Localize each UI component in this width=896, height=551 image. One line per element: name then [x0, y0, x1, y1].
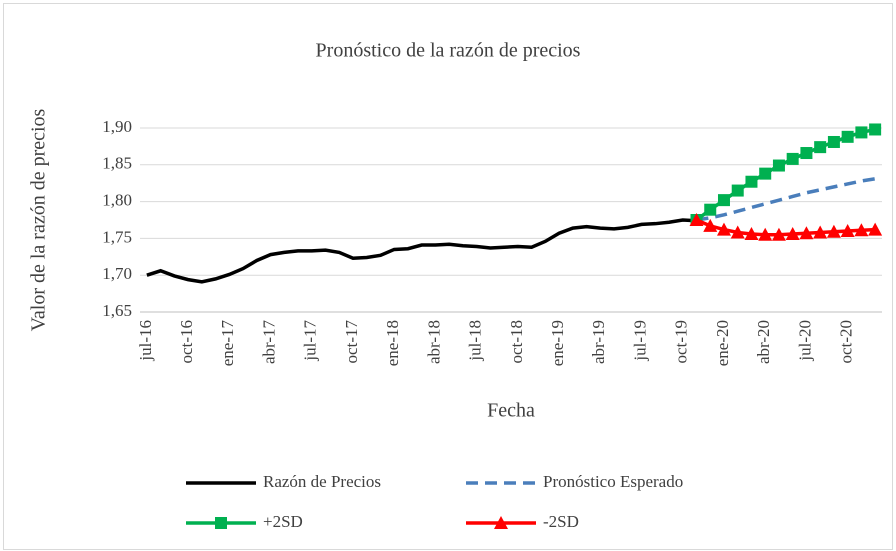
- data-point: [730, 225, 745, 239]
- y-tick-label: 1,75: [102, 227, 132, 246]
- chart-title: Pronóstico de la razón de precios: [316, 40, 581, 62]
- data-point: [716, 222, 731, 236]
- x-tick-label: oct-18: [507, 320, 526, 363]
- legend-marker: [215, 517, 227, 529]
- data-point: [689, 213, 704, 226]
- data-point: [771, 227, 786, 241]
- data-point: [813, 225, 828, 239]
- data-point: [786, 152, 799, 165]
- x-tick-label: jul-20: [795, 320, 814, 362]
- data-point: [814, 141, 827, 154]
- data-point: [799, 226, 814, 240]
- x-tick-label: oct-17: [342, 320, 361, 364]
- x-tick-label: oct-16: [177, 320, 196, 363]
- legend-label: -2SD: [543, 512, 579, 531]
- data-point: [744, 226, 759, 240]
- x-tick-label: abr-19: [589, 320, 608, 364]
- legend-marker: [494, 516, 508, 529]
- legend-label: Pronóstico Esperado: [543, 472, 683, 491]
- data-point: [759, 167, 772, 180]
- data-point: [758, 227, 773, 241]
- data-point: [840, 224, 855, 238]
- y-axis-label: Valor de la razón de precios: [28, 108, 50, 331]
- x-tick-label: ene-19: [548, 320, 567, 366]
- series-line: [696, 177, 876, 222]
- x-tick-label: oct-19: [672, 320, 691, 363]
- data-point: [703, 218, 718, 232]
- legend-label: Razón de Precios: [263, 472, 381, 491]
- legend-label: +2SD: [263, 512, 303, 531]
- x-tick-label: ene-17: [218, 320, 237, 367]
- data-point: [704, 203, 717, 216]
- x-tick-label: ene-18: [383, 320, 402, 366]
- y-tick-label: 1,90: [102, 117, 132, 136]
- data-point: [868, 222, 883, 236]
- x-tick-label: oct-20: [837, 320, 856, 363]
- data-point: [785, 226, 800, 240]
- y-tick-label: 1,80: [102, 191, 132, 210]
- data-point: [745, 175, 758, 188]
- chart-frame: [3, 3, 893, 550]
- data-point: [841, 130, 854, 143]
- data-point: [854, 223, 869, 237]
- series-line: [146, 218, 697, 284]
- y-tick-label: 1,65: [102, 301, 132, 320]
- y-tick-label: 1,85: [102, 154, 132, 173]
- x-tick-label: jul-16: [136, 320, 155, 362]
- x-tick-label: abr-18: [424, 320, 443, 364]
- data-point: [772, 159, 785, 172]
- x-tick-label: abr-20: [754, 320, 773, 364]
- x-axis-label: Fecha: [487, 400, 535, 422]
- data-point: [717, 194, 730, 207]
- x-tick-label: ene-20: [713, 320, 732, 366]
- data-point: [731, 184, 744, 197]
- data-point: [855, 126, 868, 139]
- x-tick-label: jul-18: [466, 320, 485, 362]
- y-tick-label: 1,70: [102, 264, 132, 283]
- data-point: [827, 135, 840, 148]
- data-point: [800, 147, 813, 160]
- x-tick-label: jul-19: [630, 320, 649, 362]
- data-point: [869, 123, 882, 136]
- x-tick-label: abr-17: [259, 320, 278, 365]
- x-tick-label: jul-17: [301, 320, 320, 362]
- data-point: [826, 224, 841, 238]
